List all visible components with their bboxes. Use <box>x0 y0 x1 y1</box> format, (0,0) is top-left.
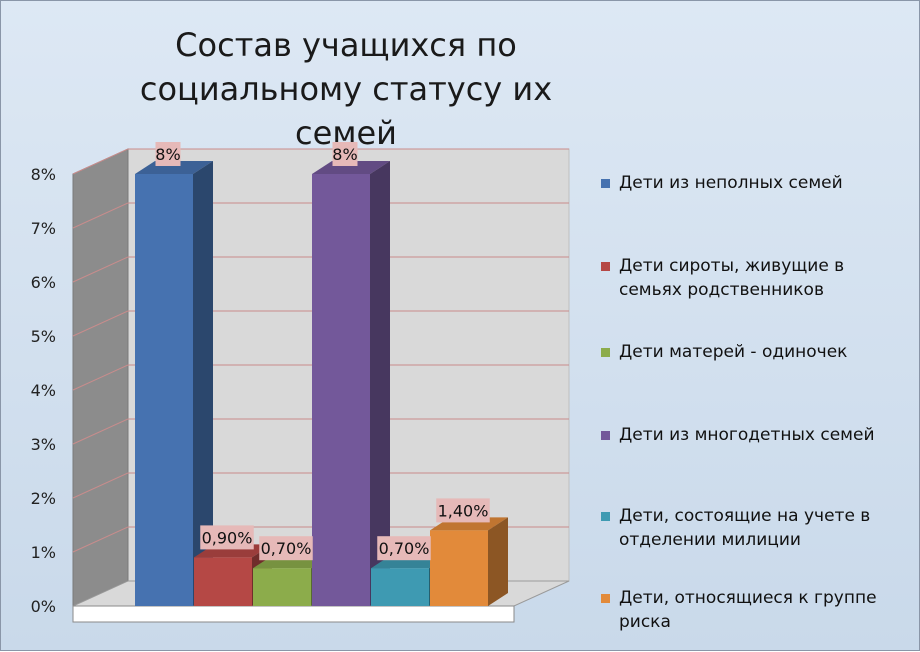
gridline-side <box>72 256 129 283</box>
data-label: 8% <box>155 145 180 164</box>
y-tick-label: 1% <box>31 543 56 562</box>
legend-label: Дети из многодетных семей <box>619 425 875 445</box>
bar-front <box>253 568 311 606</box>
data-label-box <box>200 525 254 550</box>
legend-swatch <box>601 262 610 271</box>
bar <box>430 517 508 606</box>
y-tick-label: 8% <box>31 165 56 184</box>
data-label: 0,70% <box>379 539 430 558</box>
data-label-box <box>332 142 358 166</box>
floor-edge <box>72 605 515 623</box>
bar-front <box>135 174 193 606</box>
legend-label: Дети, относящиеся к группе риска <box>619 588 877 632</box>
data-label: 0,90% <box>202 528 253 547</box>
bar-top <box>135 161 213 174</box>
bar <box>135 161 213 606</box>
bar-top <box>312 161 390 174</box>
legend-swatch <box>601 431 610 440</box>
data-label-box <box>259 536 313 561</box>
data-label: 1,40% <box>438 501 489 520</box>
legend-label: Дети из неполных семей <box>619 173 843 193</box>
bar-front <box>194 557 252 606</box>
legend-label: Дети матерей - одиночек <box>619 342 848 362</box>
y-tick-label: 2% <box>31 489 56 508</box>
legend-label: Дети сироты, живущие в семьях родственни… <box>619 256 845 300</box>
chart-title: Состав учащихся по социальному статусу и… <box>139 26 553 152</box>
data-label: 8% <box>332 145 357 164</box>
gridline-side <box>72 310 129 337</box>
data-label-box <box>155 142 181 166</box>
gridline-side <box>72 472 129 499</box>
legend-swatch <box>601 594 610 603</box>
y-tick-label: 5% <box>31 327 56 346</box>
gridline-side <box>72 148 129 175</box>
legend-label: Дети, состоящие на учете в отделении мил… <box>619 506 871 550</box>
bar-side <box>193 161 213 606</box>
y-tick-label: 3% <box>31 435 56 454</box>
data-label-box <box>377 536 431 561</box>
gridline-side <box>72 202 129 229</box>
legend-swatch <box>601 512 610 521</box>
data-label: 0,70% <box>261 539 312 558</box>
bar-front <box>371 568 429 606</box>
bar-side <box>370 161 390 606</box>
y-tick-label: 4% <box>31 381 56 400</box>
bar <box>312 161 390 606</box>
gridline-side <box>72 526 129 553</box>
y-tick-label: 0% <box>31 597 56 616</box>
legend-swatch <box>601 348 610 357</box>
gridline-side <box>72 364 129 391</box>
y-tick-label: 7% <box>31 219 56 238</box>
gridline-side <box>72 418 129 445</box>
bar-front <box>312 174 370 606</box>
bar-front <box>430 530 488 606</box>
data-label-box <box>436 498 490 523</box>
bar-side <box>488 517 508 606</box>
legend-swatch <box>601 179 610 188</box>
y-tick-label: 6% <box>31 273 56 292</box>
